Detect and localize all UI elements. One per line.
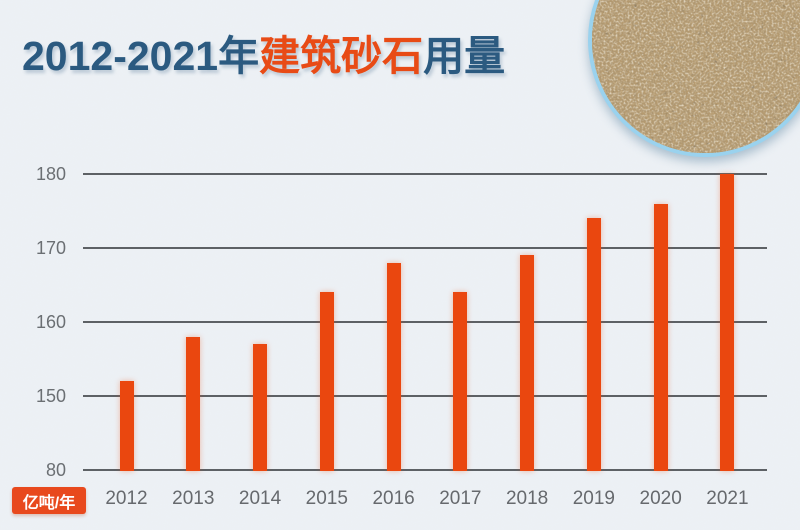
y-axis-tick-label-180: 180 (35, 164, 66, 184)
x-axis-label-2014: 2014 (238, 488, 282, 509)
bar-2013 (186, 336, 201, 471)
y-axis-tick-label-150: 150 (35, 386, 66, 406)
y-axis-tick-label-80: 80 (45, 460, 66, 480)
sand-photo (588, 0, 800, 157)
bar-2015 (319, 292, 334, 471)
x-axis-label-2016: 2016 (372, 488, 415, 509)
bar-2012 (119, 381, 134, 471)
x-axis-label-2018: 2018 (505, 488, 549, 509)
page-title: 2012-2021年建筑砂石用量 (22, 33, 506, 79)
x-axis-label-2015: 2015 (305, 488, 348, 509)
title-highlight: 建筑砂石 (259, 33, 424, 79)
unit-badge: 亿吨/年 (12, 487, 86, 514)
x-axis-label-2017: 2017 (439, 488, 482, 509)
bar-2019 (586, 218, 601, 471)
bar-2018 (520, 255, 535, 471)
unit-badge-label: 亿吨/年 (22, 494, 76, 512)
x-axis-label-2013: 2013 (172, 488, 215, 509)
bar-2017 (453, 292, 468, 471)
bar-2020 (653, 203, 668, 471)
title-suffix: 用量 (423, 33, 506, 79)
title-prefix: 2012-2021年 (22, 33, 260, 79)
sand-texture-image (592, 0, 800, 153)
x-axis-label-2012: 2012 (105, 488, 148, 509)
x-axis-label-2020: 2020 (639, 488, 682, 509)
x-axis-label-2021: 2021 (706, 488, 749, 509)
y-axis-tick-label-160: 160 (35, 312, 66, 332)
bar-2014 (253, 344, 268, 471)
gridline-180 (83, 173, 767, 175)
y-axis-tick-label-170: 170 (35, 238, 66, 258)
bar-chart: 80 150 160 170 180 2012 2013 2014 2015 2016 2017 20… (0, 164, 800, 530)
x-axis-label-2019: 2019 (572, 488, 616, 509)
bar-2016 (386, 262, 401, 471)
bar-2021 (720, 174, 735, 471)
